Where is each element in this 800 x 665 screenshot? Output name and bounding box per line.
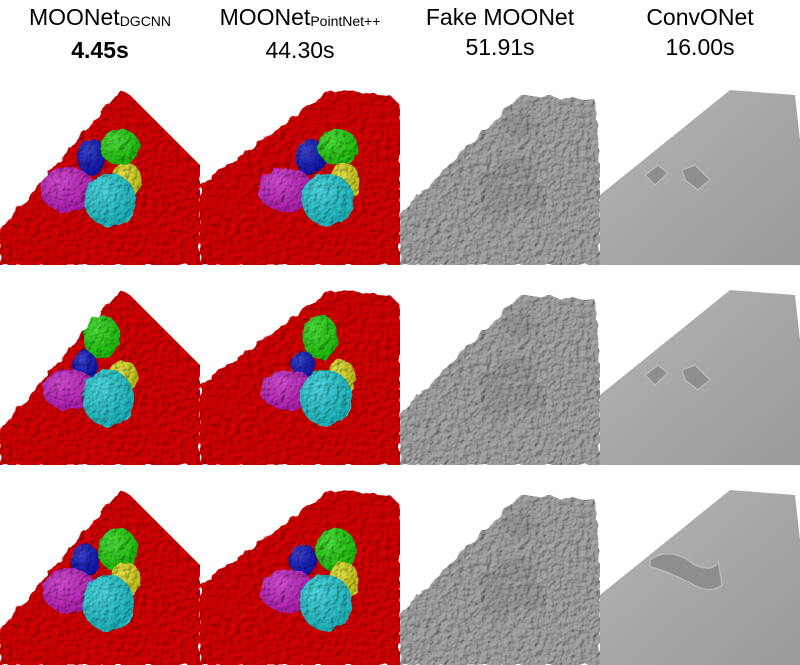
column-header-convonet: ConvONet 16.00s (600, 0, 800, 62)
smooth-object (643, 164, 670, 187)
gray-object (504, 311, 536, 339)
smooth-object (681, 364, 712, 391)
column-title: MOONetPointNet++ (219, 4, 381, 30)
smooth-object (649, 552, 723, 591)
inference-time: 4.45s (71, 37, 129, 63)
render-3-row-1 (400, 65, 600, 265)
gray-object (480, 582, 520, 618)
gray-object (478, 570, 502, 590)
gray-object (504, 511, 536, 539)
render-2-row-3 (200, 465, 400, 665)
render-1-row-3 (0, 465, 200, 665)
render-2-row-1 (200, 65, 400, 265)
render-4-row-3 (600, 465, 800, 665)
gray-object (480, 182, 520, 218)
inference-time: 51.91s (465, 34, 535, 60)
render-1-row-1 (0, 65, 200, 265)
gray-object (480, 382, 520, 418)
column-title: Fake MOONet (425, 4, 575, 30)
gray-object (516, 179, 544, 211)
column-header-fake-moonet: Fake MOONet 51.91s (400, 0, 600, 62)
inference-time: 44.30s (265, 37, 335, 63)
gray-object (504, 111, 536, 139)
smooth-object (681, 164, 712, 191)
column-header-moonet-dgcnn: MOONetDGCNN 4.45s (0, 0, 200, 65)
column-header-moonet-pointnet: MOONetPointNet++ 44.30s (200, 0, 400, 65)
gray-object (493, 358, 537, 382)
inference-time: 16.00s (665, 34, 735, 60)
gray-object (493, 558, 537, 582)
render-4-row-1 (600, 65, 800, 265)
smooth-object (643, 364, 670, 387)
column-title: MOONetDGCNN (28, 4, 172, 30)
column-title: ConvONet (646, 4, 754, 30)
render-4-row-2 (600, 265, 800, 465)
render-3-row-3 (400, 465, 600, 665)
gray-object (493, 158, 537, 182)
gray-object (478, 370, 502, 390)
render-1-row-2 (0, 265, 200, 465)
gray-object (516, 579, 544, 611)
render-3-row-2 (400, 265, 600, 465)
gray-object (478, 170, 502, 190)
render-2-row-2 (200, 265, 400, 465)
gray-object (516, 379, 544, 411)
